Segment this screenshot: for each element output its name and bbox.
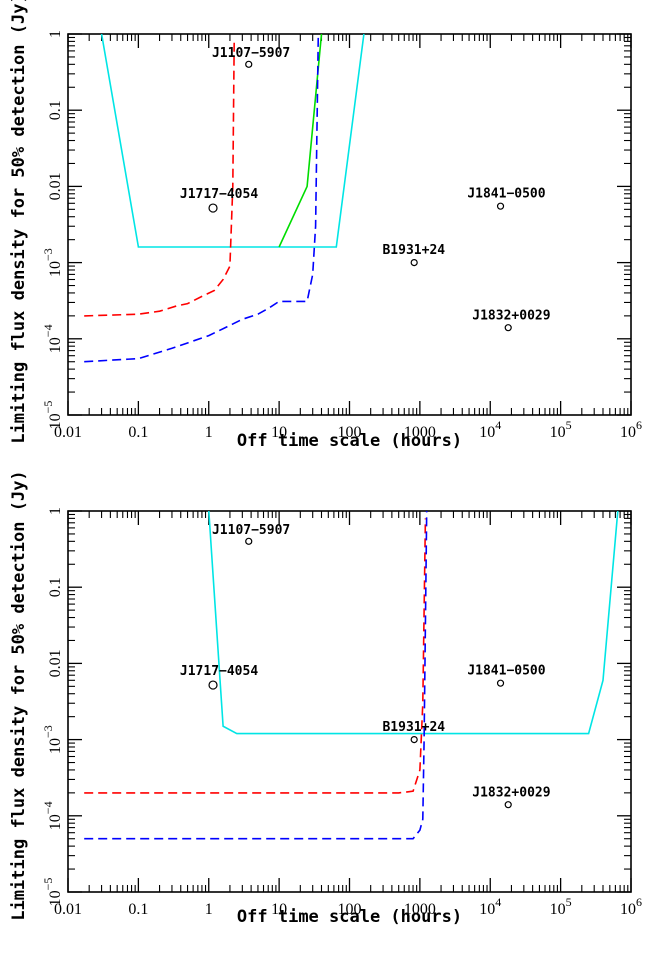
y-tick-label: 10−5: [41, 878, 64, 907]
x-axis-label: Off time scale (hours): [237, 431, 462, 451]
y-tick-label: 0.1: [47, 100, 64, 120]
series-line-2: [84, 41, 235, 317]
series-line-0: [100, 34, 365, 248]
x-tick-label: 100: [338, 424, 362, 441]
y-tick-label: 10−3: [41, 725, 64, 754]
pulsar-label: J1832+0029: [472, 785, 550, 800]
y-tick-label: 10−5: [41, 401, 64, 430]
pulsar-label: J1832+0029: [472, 308, 550, 323]
y-tick-label: 0.01: [47, 649, 64, 677]
pulsar-point: [208, 203, 218, 213]
y-axis-label: Limiting flux density for 50% detection …: [9, 0, 29, 444]
pulsar-point: [410, 259, 418, 267]
pulsar-point: [496, 679, 505, 687]
x-tick-label: 1: [205, 901, 213, 918]
x-tick-label: 104: [479, 418, 501, 441]
bottom-panel: 0.01 0.1 1 10 100 1000 104 105 106 1 0.1 0.01 10−3 10…: [9, 470, 642, 927]
x-tick-label: 105: [550, 895, 572, 918]
x-tick-label: 106: [620, 418, 642, 441]
plot-frame: [67, 510, 632, 893]
y-tick-label: 1: [47, 507, 64, 515]
x-tick-label: 10: [271, 424, 287, 441]
pulsar-label: J1841−0500: [467, 663, 545, 678]
x-tick-label: 0.1: [128, 424, 148, 441]
pulsar-point: [208, 680, 218, 690]
pulsar-label: B1931+24: [382, 720, 445, 735]
y-tick-label: 1: [47, 30, 64, 38]
top-panel: 0.01 0.1 1 10 100 1000 104 105 106 1 0.1 0.01 10−3 10…: [9, 0, 642, 451]
x-tick-label: 0.1: [128, 901, 148, 918]
x-tick-label: 0.01: [54, 901, 82, 918]
pulsar-point: [496, 202, 505, 210]
pulsar-label: B1931+24: [382, 243, 445, 258]
pulsar-label: J1841−0500: [467, 186, 545, 201]
plot-frame: [67, 33, 632, 416]
x-tick-label: 1000: [404, 424, 436, 441]
y-tick-label: 10−3: [41, 248, 64, 277]
pulsar-label: J1107−5907: [212, 46, 290, 61]
x-tick-label: 104: [479, 895, 501, 918]
pulsar-label: J1717−4054: [180, 187, 258, 202]
pulsar-label: J1717−4054: [180, 664, 258, 679]
x-tick-label: 0.01: [54, 424, 82, 441]
x-tick-label: 100: [338, 901, 362, 918]
y-tick-label: 0.01: [47, 172, 64, 200]
series-line-3: [84, 34, 320, 363]
pulsar-point: [245, 60, 253, 68]
pulsar-point: [504, 324, 512, 332]
x-tick-label: 1: [205, 424, 213, 441]
pulsar-label: J1107−5907: [212, 523, 290, 538]
x-tick-label: 106: [620, 895, 642, 918]
series-line-2: [84, 511, 428, 840]
y-tick-label: 0.1: [47, 577, 64, 597]
x-tick-label: 105: [550, 418, 572, 441]
y-tick-label: 10−4: [41, 801, 64, 830]
series-line-1: [84, 518, 427, 794]
x-axis-label: Off time scale (hours): [237, 907, 462, 927]
series-line-0: [208, 511, 619, 735]
x-tick-label: 1000: [404, 901, 436, 918]
pulsar-point: [504, 801, 512, 809]
y-tick-label: 10−4: [41, 324, 64, 353]
pulsar-point: [245, 537, 253, 545]
series-line-1: [278, 34, 323, 248]
pulsar-point: [410, 735, 418, 744]
y-axis-label: Limiting flux density for 50% detection …: [9, 470, 29, 920]
x-tick-label: 10: [271, 901, 287, 918]
